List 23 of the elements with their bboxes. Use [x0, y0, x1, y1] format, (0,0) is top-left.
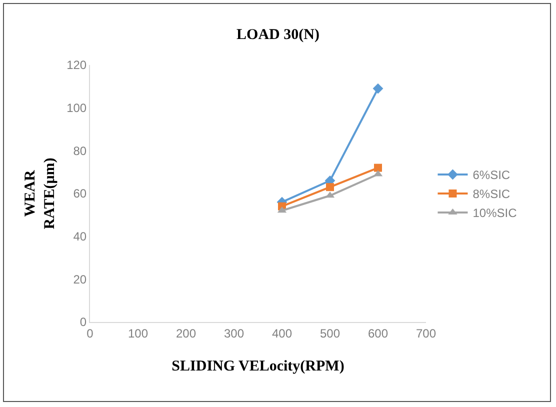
y-tick-label: 80	[73, 144, 87, 158]
y-tick-label: 20	[73, 272, 87, 286]
legend-label: 8%SIC	[472, 187, 510, 202]
y-tick-label: 120	[66, 58, 87, 72]
y-tick-label: 100	[66, 101, 87, 116]
point	[326, 183, 334, 192]
y-axis-title: WEAR RATE(μm)	[22, 158, 58, 230]
point	[372, 83, 384, 94]
y-tick-label: 0	[80, 315, 87, 330]
legend-label: 6%SIC	[472, 168, 510, 182]
point	[374, 164, 382, 172]
legend-label: 10%SIC	[472, 206, 518, 220]
x-tick-label: 600	[368, 326, 388, 340]
x-tick-label: 700	[416, 326, 436, 340]
x-tick-label: 100	[128, 326, 148, 340]
x-tick-label: 300	[224, 326, 244, 340]
y-tick-label: 60	[73, 186, 87, 201]
x-axis-title: SLIDING VELocity(RPM)	[172, 358, 344, 374]
chart-title: LOAD 30(N)	[236, 26, 320, 43]
x-tick-label: 200	[176, 326, 196, 340]
y-tick-label: 40	[73, 230, 87, 244]
x-tick-label: 400	[272, 326, 292, 340]
x-tick-label: 500	[320, 326, 340, 340]
